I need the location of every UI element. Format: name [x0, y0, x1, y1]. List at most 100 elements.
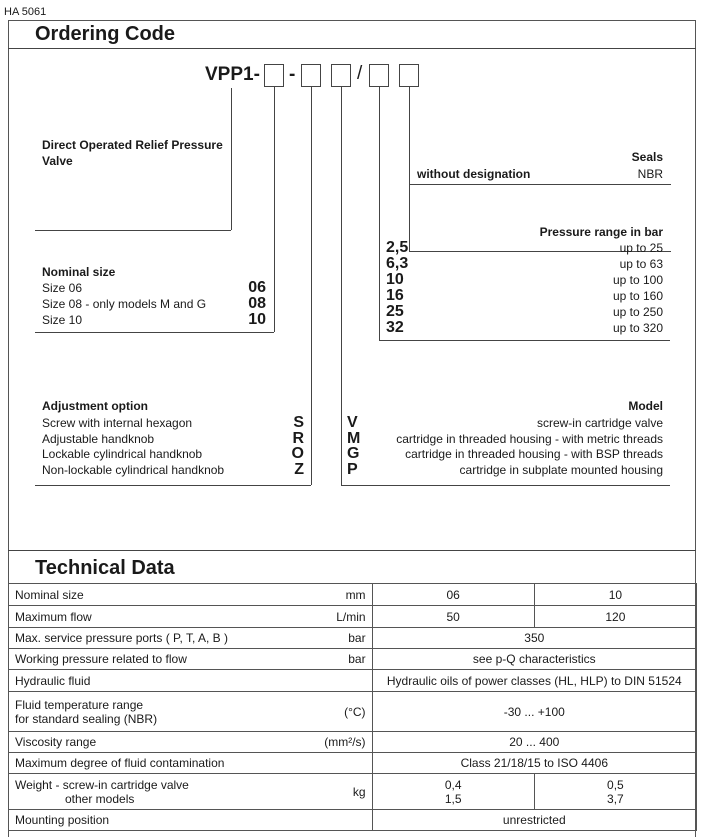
- label-text: for standard sealing (NBR): [15, 711, 158, 726]
- value-text: 1,5: [444, 791, 462, 806]
- pressure-option: 10 up to 100: [386, 272, 663, 288]
- row-value: 350: [371, 627, 698, 649]
- option-code: S: [293, 414, 304, 431]
- row-unit: [289, 752, 373, 774]
- adjustment-option: Adjustable handknob R: [42, 430, 304, 447]
- row-label: Max. service pressure ports ( P, T, A, B…: [7, 627, 290, 649]
- option-desc: Size 10: [42, 313, 83, 327]
- label-text: Hydraulic fluid: [15, 673, 91, 688]
- option-code: 06: [248, 279, 266, 296]
- row-label: Nominal size: [7, 583, 290, 606]
- ordering-title: Ordering Code: [35, 23, 176, 45]
- row-value: Class 21/18/15 to ISO 4406: [371, 752, 698, 774]
- row-unit: bar: [289, 648, 373, 670]
- option-code: 16: [386, 287, 404, 304]
- option-desc: up to 250: [612, 305, 663, 319]
- code-sep: -: [289, 64, 296, 85]
- label-text: Nominal size: [15, 587, 84, 602]
- option-desc: up to 160: [612, 289, 663, 303]
- row-value: 0,4 1,5: [371, 773, 535, 810]
- option-desc: up to 63: [619, 257, 663, 271]
- label-text: Viscosity range: [15, 735, 97, 749]
- doc-id: HA 5061: [4, 6, 47, 18]
- pressure-option: 16 up to 160: [386, 288, 663, 304]
- value-text: 06: [446, 587, 460, 602]
- table-row: Weight - screw-in cartridge valve other m…: [7, 773, 698, 810]
- nominal-title: Nominal size: [42, 265, 116, 279]
- row-label: Hydraulic fluid: [7, 669, 290, 692]
- row-value: -30 ... +100: [371, 691, 698, 732]
- option-code: P: [347, 460, 358, 478]
- seals-value: NBR: [637, 167, 663, 181]
- option-desc: up to 320: [612, 321, 663, 335]
- table-row: Max. service pressure ports ( P, T, A, B…: [7, 627, 698, 649]
- nominal-option: Size 08 - only models M and G 08: [42, 296, 266, 312]
- option-code: 08: [248, 295, 266, 312]
- option-desc: Screw with internal hexagon: [42, 416, 193, 430]
- row-value: 50: [371, 605, 535, 628]
- option-code: 32: [386, 319, 404, 336]
- row-value: 120: [533, 605, 698, 628]
- option-desc: Non-lockable cylindrical handknob: [42, 462, 225, 477]
- adjustment-option: Lockable cylindrical handknob O: [42, 446, 304, 462]
- row-value: see p-Q characteristics: [371, 648, 698, 670]
- label-text: other models: [65, 791, 135, 806]
- row-value: 0,5 3,7: [533, 773, 698, 810]
- code-sep: /: [357, 63, 363, 84]
- option-desc: cartridge in threaded housing - with BSP…: [405, 447, 663, 461]
- pressure-option: 25 up to 250: [386, 304, 663, 320]
- pressure-option: 2,5 up to 25: [386, 240, 663, 256]
- label-text: Mounting position: [15, 813, 110, 827]
- code-prefix: VPP1-: [205, 64, 260, 85]
- row-unit: bar: [289, 627, 373, 649]
- option-desc: screw-in cartridge valve: [536, 416, 663, 430]
- row-unit: [289, 809, 373, 831]
- value-text: 120: [605, 609, 626, 624]
- pressure-option: 32 up to 320: [386, 320, 663, 336]
- option-desc: cartridge in subplate mounted housing: [459, 462, 663, 477]
- label-text: Maximum flow: [15, 609, 92, 624]
- seals-label: without designation: [417, 167, 531, 181]
- option-code: 2,5: [386, 239, 409, 256]
- option-desc: Adjustable handknob: [42, 431, 155, 446]
- row-unit: (mm²/s): [289, 731, 373, 753]
- label-text: Weight - screw-in cartridge valve: [15, 777, 189, 792]
- option-code: M: [347, 429, 361, 447]
- option-code: 6,3: [386, 255, 409, 272]
- table-row: Maximum flow L/min 50 120: [7, 605, 698, 628]
- table-row: Viscosity range (mm²/s) 20 ... 400: [7, 731, 698, 753]
- value-text: 0,5: [607, 777, 624, 792]
- technical-table: Nominal size mm 06 10 Maximum flow L/min 50 120…: [7, 583, 698, 831]
- seals-title: Seals: [631, 150, 663, 164]
- row-unit: L/min: [289, 605, 373, 628]
- table-row: Hydraulic fluid Hydraulic oils of power c…: [7, 669, 698, 692]
- table-row: Mounting position unrestricted: [7, 809, 698, 831]
- code-box-seals: [399, 64, 419, 87]
- row-unit: mm: [289, 583, 373, 606]
- ordering-frame: [8, 20, 696, 837]
- model-title: Model: [628, 399, 663, 413]
- row-value: 10: [533, 583, 698, 606]
- value-text: 0,4: [444, 777, 462, 792]
- option-desc: Size 08 - only models M and G: [42, 297, 207, 311]
- option-code: O: [291, 445, 304, 462]
- pressure-option: 6,3 up to 63: [386, 256, 663, 272]
- row-unit: [289, 669, 373, 692]
- option-desc: Size 06: [42, 281, 83, 295]
- row-unit: (°C): [289, 691, 373, 732]
- label-text: Working pressure related to flow: [15, 652, 187, 666]
- row-label: Maximum flow: [7, 605, 290, 628]
- table-row: Maximum degree of fluid contamination Cla…: [7, 752, 698, 774]
- code-box-pressure: [369, 64, 389, 87]
- option-code: Z: [294, 460, 304, 478]
- option-code: 25: [386, 303, 404, 320]
- option-code: V: [347, 414, 358, 431]
- adjustment-option: Screw with internal hexagon S: [42, 415, 304, 431]
- label-text: Max. service pressure ports ( P, T, A, B…: [15, 631, 228, 645]
- table-row: Fluid temperature range for standard seal…: [7, 691, 698, 732]
- label-text: Fluid temperature range: [15, 697, 144, 712]
- adjustment-option: Non-lockable cylindrical handknob Z: [42, 460, 304, 478]
